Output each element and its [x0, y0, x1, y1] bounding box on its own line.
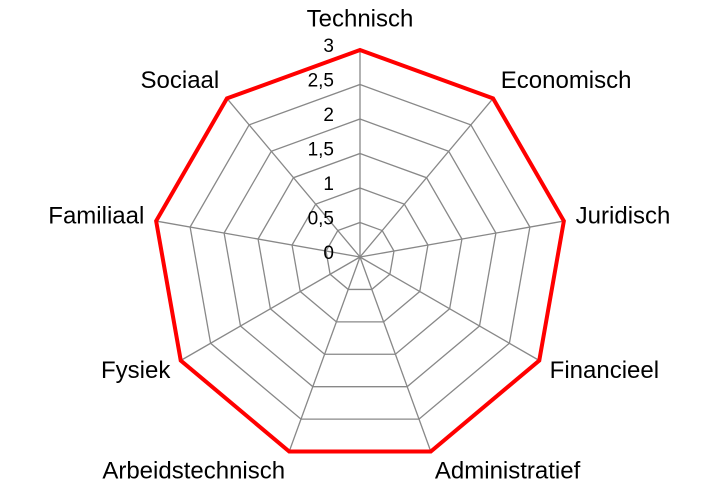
- grid-ring: [257, 152, 463, 355]
- category-label: Technisch: [307, 5, 414, 32]
- spoke: [359, 256, 432, 452]
- tick-label: 0,5: [308, 209, 334, 230]
- category-label: Arbeidstechnisch: [102, 458, 285, 485]
- grid-ring: [189, 83, 531, 420]
- spoke: [288, 256, 361, 452]
- spoke: [180, 256, 361, 362]
- category-label: Familiaal: [48, 203, 144, 230]
- tick-label: 1,5: [308, 140, 334, 161]
- tick-label: 2: [323, 105, 334, 126]
- category-label: Fysiek: [101, 357, 171, 384]
- category-label: Economisch: [501, 67, 632, 94]
- category-label: Administratief: [435, 458, 581, 485]
- spoke: [226, 98, 361, 258]
- category-label: Financieel: [550, 357, 659, 384]
- tick-label: 1: [323, 174, 334, 195]
- grid-ring: [223, 118, 497, 388]
- spoke: [359, 256, 540, 362]
- spoke: [156, 220, 361, 258]
- category-label: Sociaal: [141, 67, 220, 94]
- grid-ring: [325, 221, 395, 291]
- tick-label: 3: [323, 36, 334, 57]
- tick-label: 0: [323, 243, 334, 264]
- category-label: Juridisch: [576, 203, 671, 230]
- grid-ring: [291, 187, 429, 323]
- spoke: [359, 98, 494, 258]
- spoke: [359, 220, 564, 258]
- series-line: [154, 47, 566, 454]
- tick-label: 2,5: [308, 71, 334, 92]
